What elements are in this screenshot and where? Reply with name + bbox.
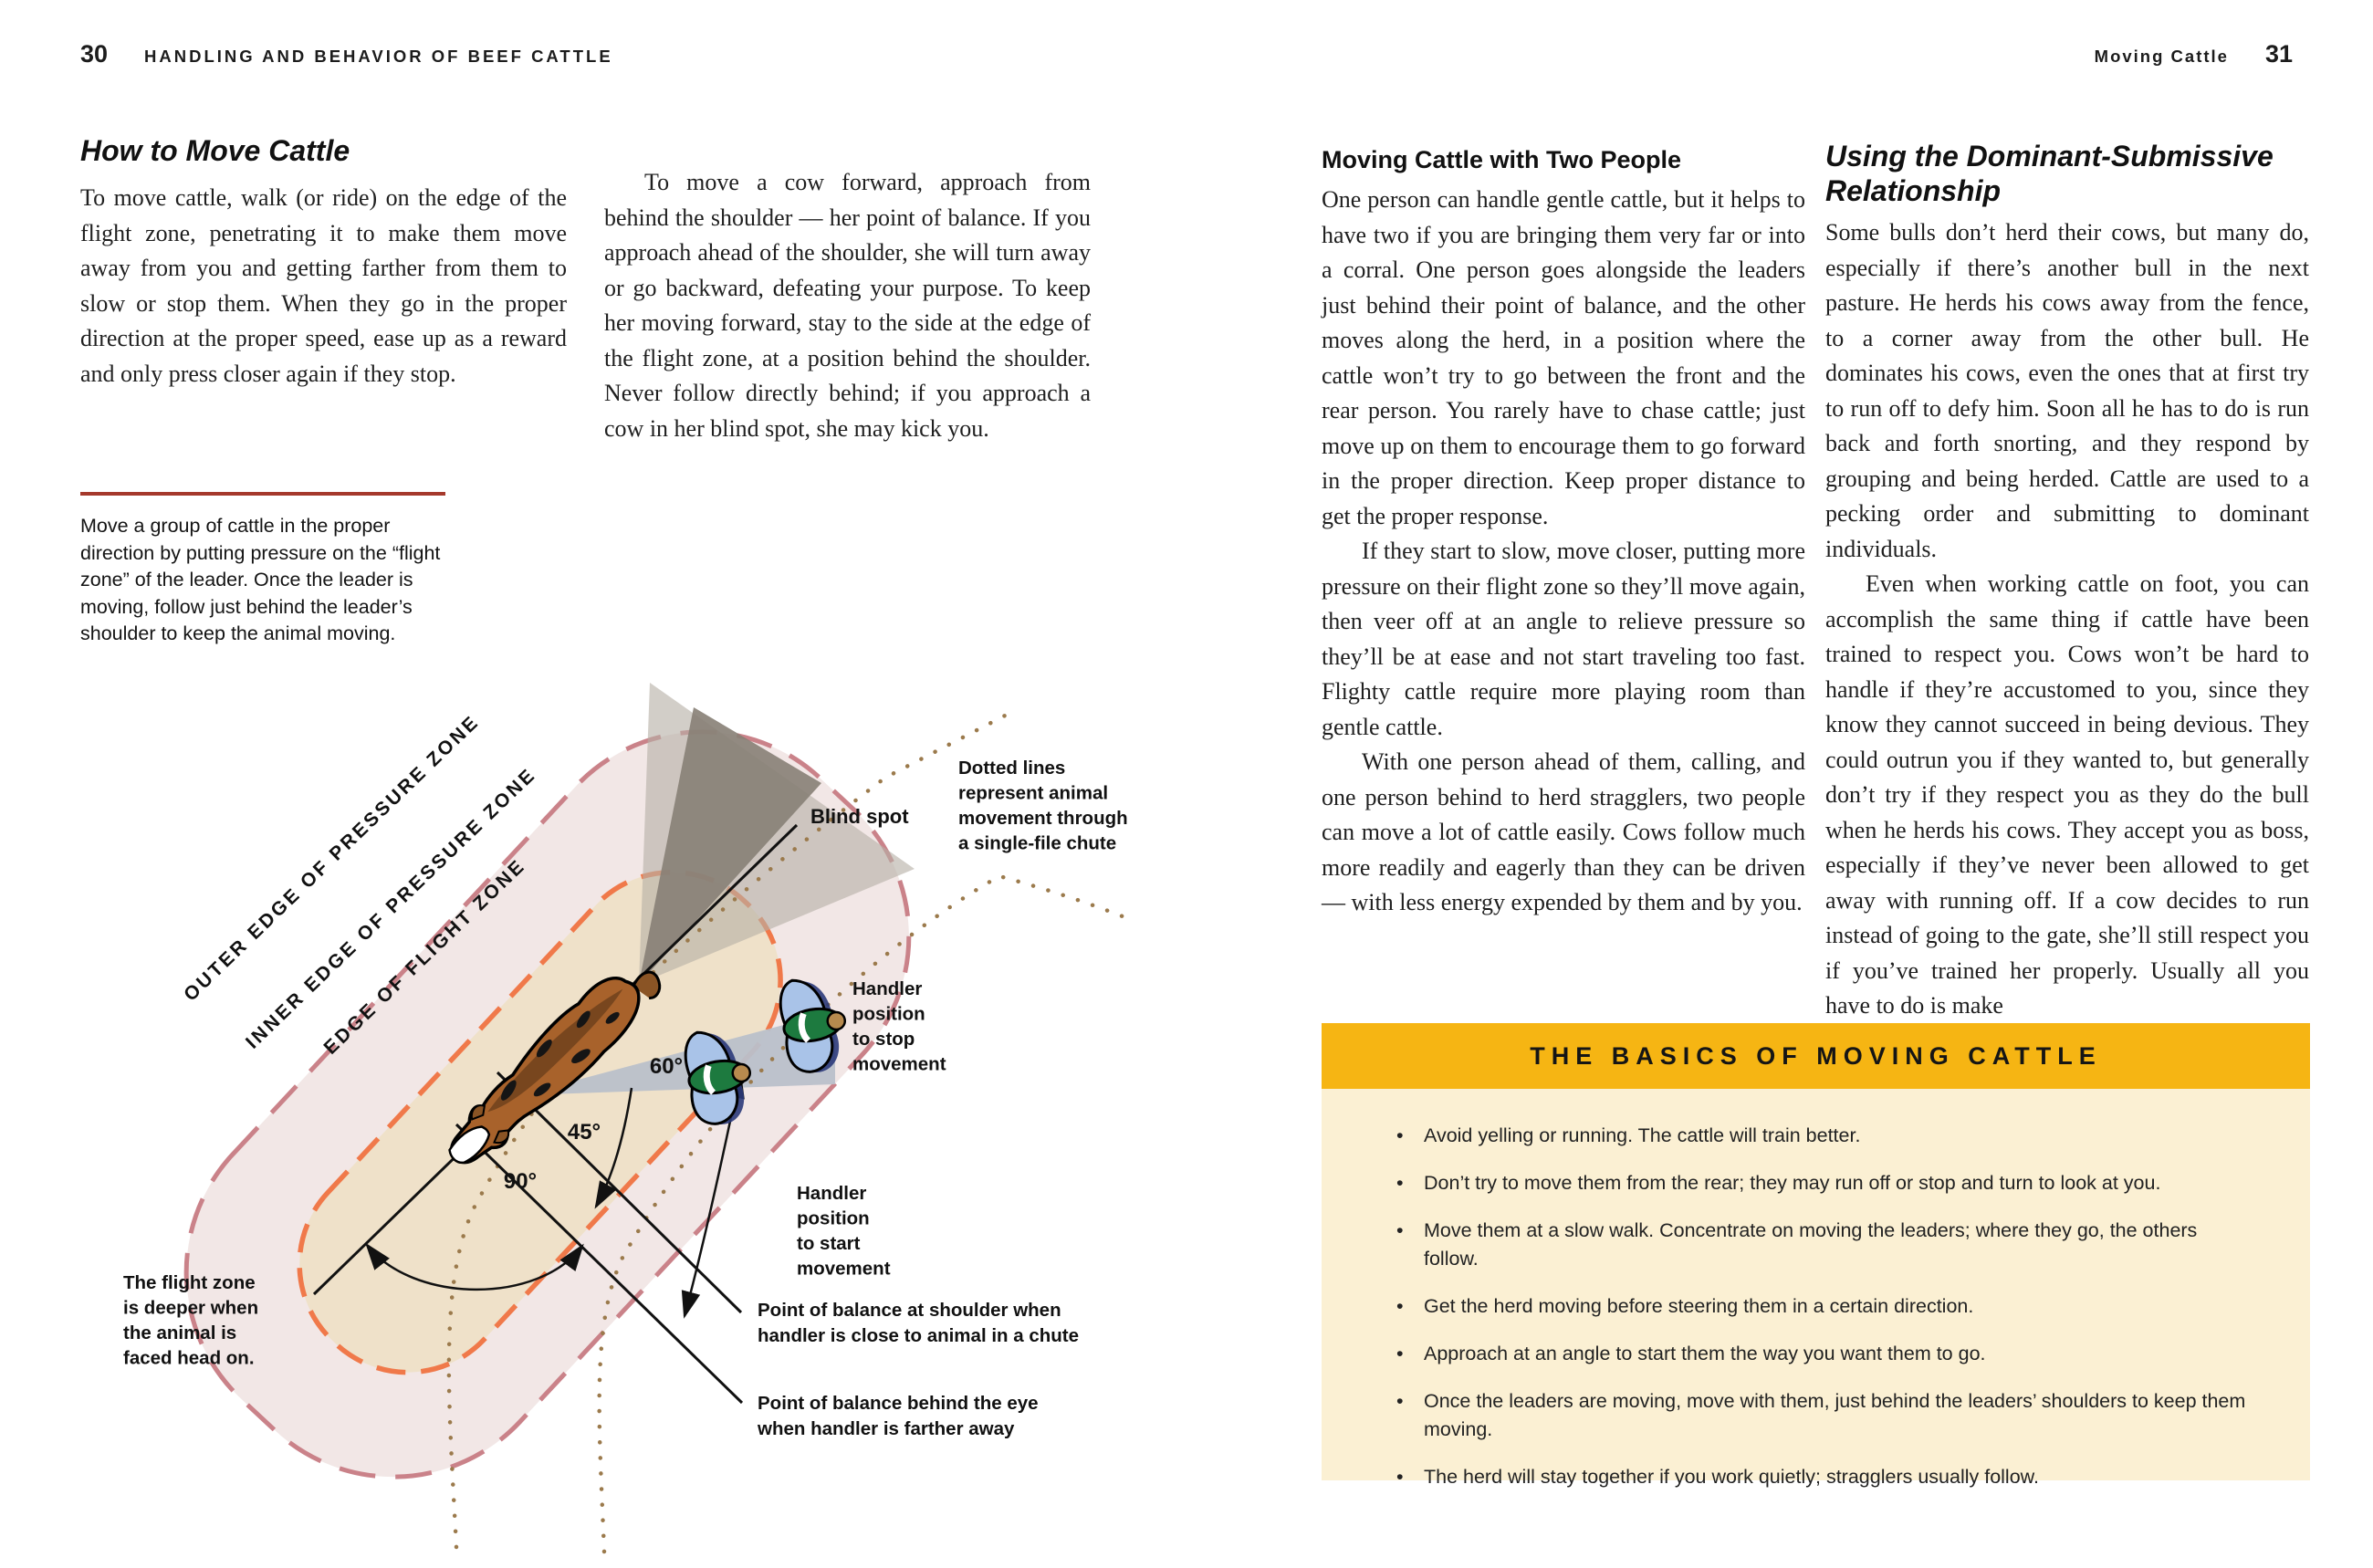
cow-illustration	[448, 970, 662, 1165]
basics-item-text: The herd will stay together if you work …	[1424, 1466, 2039, 1488]
angle-90-label: 90°	[504, 1169, 537, 1194]
basics-box-body: • Avoid yelling or running. The cattle w…	[1322, 1089, 2310, 1488]
basics-item-text: Avoid yelling or running. The cattle wil…	[1424, 1124, 1861, 1146]
paragraph: With one person ahead of them, calling, …	[1322, 748, 1805, 915]
right-column-1: One person can handle gentle cattle, but…	[1322, 183, 1805, 921]
left-running-head: HANDLING AND BEHAVIOR OF BEEF CATTLE	[144, 47, 613, 66]
bullet-icon: •	[1396, 1295, 1404, 1317]
cow-head-white-face	[448, 1125, 491, 1165]
blind-spot-label: Blind spot	[810, 805, 909, 828]
basics-list-item: • Move them at a slow walk. Concentrate …	[1396, 1217, 2246, 1273]
arc-90	[365, 1242, 584, 1291]
right-folio: 31	[2264, 40, 2293, 68]
basics-box-title: THE BASICS OF MOVING CATTLE	[1530, 1041, 2102, 1070]
pob-eye-line	[455, 1123, 744, 1405]
paragraph: Some bulls don’t herd their cows, but ma…	[1825, 219, 2309, 562]
left-column-1: To move cattle, walk (or ride) on the ed…	[80, 181, 567, 392]
paragraph: One person can handle gentle cattle, but…	[1322, 186, 1805, 529]
cow-ear-left	[470, 1104, 486, 1121]
cow-shading	[487, 988, 623, 1113]
section-title-how-to-move-cattle: How to Move Cattle	[80, 134, 350, 167]
flight-zone-depth-label: The flight zone is deeper when the animal …	[123, 1272, 258, 1369]
handler-start-label: Handler position to start movement	[797, 1183, 891, 1280]
angle-45-label: 45°	[568, 1120, 601, 1145]
basics-list-item: • Get the herd moving before steering th…	[1396, 1292, 2246, 1321]
basics-item-text: Once the leaders are moving, move with t…	[1424, 1390, 2246, 1440]
right-running-head: Moving Cattle	[2094, 47, 2229, 66]
basics-box-header: THE BASICS OF MOVING CATTLE	[1322, 1023, 2310, 1089]
heading-two-people: Moving Cattle with Two People	[1322, 146, 1682, 173]
diagram-caption: Move a group of cattle in the proper dir…	[80, 515, 441, 644]
bullet-icon: •	[1396, 1466, 1404, 1488]
blind-spot-cone	[639, 683, 915, 984]
handler-stop-label: Handler position to stop movement	[852, 978, 946, 1075]
bullet-icon: •	[1396, 1219, 1404, 1241]
caption-rule	[80, 492, 445, 496]
arc-45	[594, 1087, 633, 1209]
left-folio: 30	[80, 40, 109, 68]
paragraph: Even when working cattle on foot, you ca…	[1825, 570, 2309, 1019]
paragraph: To move a cow forward, approach from beh…	[604, 169, 1091, 442]
right-column-2: Some bulls don’t herd their cows, but ma…	[1825, 215, 2309, 1024]
handler-stop-figure	[779, 978, 847, 1073]
handler-band	[520, 1011, 835, 1095]
bullet-icon: •	[1396, 1390, 1404, 1412]
angle-60-label: 60°	[650, 1054, 683, 1079]
basics-of-moving-cattle-box: THE BASICS OF MOVING CATTLE • Avoid yell…	[1322, 1023, 2310, 1488]
cow-patches	[500, 1010, 620, 1101]
basics-list-item: • Once the leaders are moving, move with…	[1396, 1387, 2246, 1444]
chute-dotted-lines	[446, 711, 1134, 1554]
bullet-icon: •	[1396, 1172, 1404, 1194]
pob-shoulder-label: Point of balance at shoulder when handler…	[758, 1300, 1079, 1346]
basics-list-item: • The herd will stay together if you wor…	[1396, 1463, 2246, 1491]
basics-item-text: Approach at an angle to start them the w…	[1424, 1343, 1986, 1364]
basics-item-text: Get the herd moving before steering them…	[1424, 1295, 1974, 1317]
cow-ear-right	[493, 1129, 510, 1145]
dotted-lines-label: Dotted lines represent animal movement thr…	[958, 758, 1128, 854]
basics-list-item: • Don’t try to move them from the rear; …	[1396, 1169, 2246, 1197]
basics-item-text: Move them at a slow walk. Concentrate on…	[1424, 1219, 2198, 1270]
bullet-icon: •	[1396, 1343, 1404, 1364]
left-page-header: 30 HANDLING AND BEHAVIOR OF BEEF CATTLE	[80, 40, 613, 68]
right-page-header: Moving Cattle 31	[2095, 40, 2293, 68]
bullet-icon: •	[1396, 1124, 1404, 1146]
paragraph: To move cattle, walk (or ride) on the ed…	[80, 184, 567, 387]
flight-zone-diagram: OUTER EDGE OF PRESSURE ZONE INNER EDGE O…	[123, 683, 1134, 1554]
basics-list-item: • Approach at an angle to start them the…	[1396, 1340, 2246, 1368]
basics-item-text: Don’t try to move them from the rear; th…	[1424, 1172, 2161, 1194]
paragraph: If they start to slow, move closer, putt…	[1322, 538, 1805, 740]
basics-list-item: • Avoid yelling or running. The cattle w…	[1396, 1122, 2246, 1150]
pob-eye-label: Point of balance behind the eye when hand…	[757, 1393, 1039, 1439]
heading-dominant-submissive: Using the Dominant-Submissive Relationsh…	[1825, 140, 2274, 207]
left-column-2: To move a cow forward, approach from beh…	[604, 165, 1091, 446]
cow-tail	[632, 970, 662, 999]
handler-start-figure	[684, 1030, 752, 1125]
